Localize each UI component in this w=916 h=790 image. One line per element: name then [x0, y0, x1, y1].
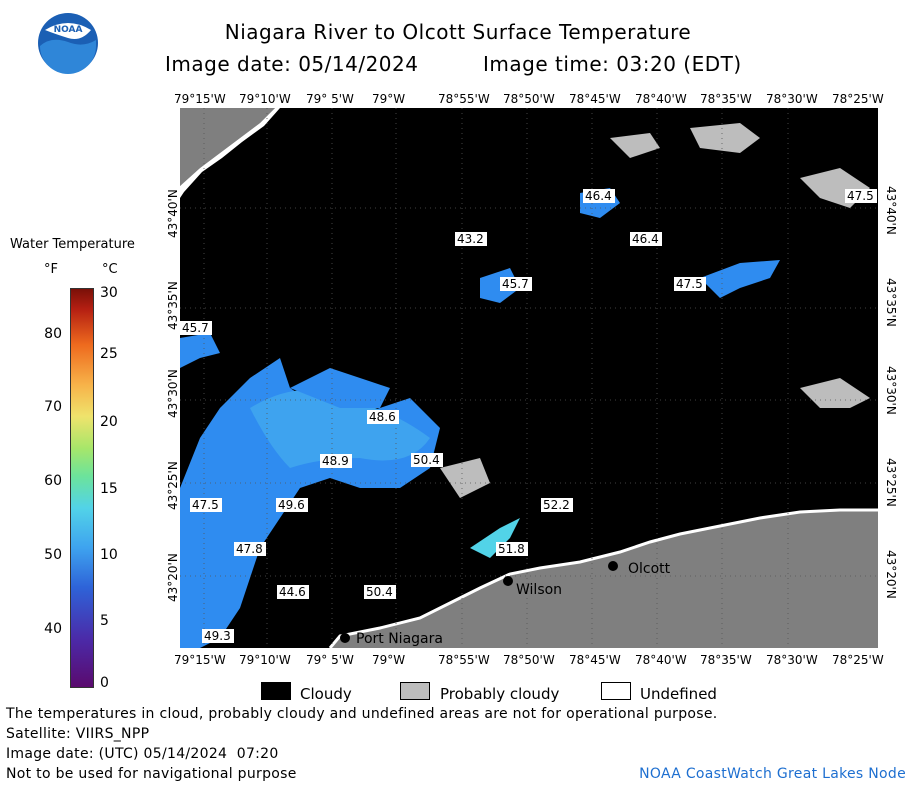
- longitude-tick: 78°50'W: [503, 92, 555, 106]
- longitude-tick: 78°25'W: [832, 92, 884, 106]
- fahrenheit-tick: 40: [44, 621, 62, 637]
- celsius-tick: 5: [100, 613, 109, 629]
- temperature-labels: 46.4 43.2 46.4 45.7 47.5 47.5 45.7 48.6 48.9 50.4…: [180, 189, 877, 643]
- latitude-tick: 43°40'N: [166, 189, 180, 238]
- temperature-label: 47.5: [192, 498, 219, 512]
- latitude-tick: 43°35'N: [884, 278, 898, 327]
- longitude-tick: 79°15'W: [174, 92, 226, 106]
- disclaimer: The temperatures in cloud, probably clou…: [6, 706, 718, 722]
- temperature-label: 49.6: [278, 498, 305, 512]
- place-label: Olcott: [628, 561, 671, 577]
- place-label: Wilson: [516, 582, 562, 598]
- longitude-tick: 78°40'W: [635, 92, 687, 106]
- map-title: Niagara River to Olcott Surface Temperat…: [224, 20, 692, 44]
- cloudy-label: Cloudy: [300, 685, 352, 703]
- land-canada: [180, 108, 275, 186]
- longitude-tick: 78°50'W: [503, 653, 555, 667]
- fahrenheit-tick: 70: [44, 399, 62, 415]
- temperature-label: 50.4: [366, 585, 393, 599]
- utc-date: Image date: (UTC) 05/14/2024 07:20: [6, 746, 279, 762]
- longitude-tick: 79°W: [372, 653, 406, 667]
- celsius-tick: 0: [100, 675, 109, 691]
- latitude-tick: 43°25'N: [884, 458, 898, 507]
- fahrenheit-tick: 50: [44, 547, 62, 563]
- place-labels: Olcott Wilson Port Niagara: [340, 561, 671, 647]
- temperature-label: 46.4: [632, 232, 659, 246]
- longitude-tick: 78°35'W: [700, 92, 752, 106]
- temperature-label: 45.7: [182, 321, 209, 335]
- temperature-label: 49.3: [204, 629, 231, 643]
- latitude-tick: 43°25'N: [166, 461, 180, 510]
- longitude-tick: 79°15'W: [174, 653, 226, 667]
- temperature-label: 43.2: [457, 232, 484, 246]
- temperature-label: 44.6: [279, 585, 306, 599]
- fahrenheit-tick: 80: [44, 326, 62, 342]
- temperature-label: 47.5: [847, 189, 874, 203]
- latitude-tick: 43°30'N: [884, 366, 898, 415]
- temperature-label: 46.4: [585, 189, 612, 203]
- latitude-tick: 43°30'N: [166, 369, 180, 418]
- latitude-tick: 43°20'N: [166, 553, 180, 602]
- longitude-tick: 78°55'W: [438, 92, 490, 106]
- celsius-tick: 30: [100, 285, 118, 301]
- cloudy-swatch: [261, 682, 291, 700]
- place-marker: [340, 633, 350, 643]
- longitude-tick: 78°25'W: [832, 653, 884, 667]
- probably-cloudy-swatch: [400, 682, 430, 700]
- navigation-warning: Not to be used for navigational purpose: [6, 766, 297, 782]
- latitude-tick: 43°40'N: [884, 186, 898, 235]
- celsius-tick: 15: [100, 481, 118, 497]
- unit-celsius: °C: [102, 262, 118, 277]
- place-marker: [608, 561, 618, 571]
- legend-title: Water Temperature: [10, 237, 135, 252]
- undefined-label: Undefined: [640, 685, 717, 703]
- temperature-label: 51.8: [498, 542, 525, 556]
- land-us-shore: [330, 510, 878, 648]
- longitude-tick: 78°35'W: [700, 653, 752, 667]
- credit: NOAA CoastWatch Great Lakes Node: [639, 766, 906, 782]
- place-label: Port Niagara: [356, 631, 443, 647]
- temperature-colorbar: [70, 288, 94, 688]
- place-marker: [503, 576, 513, 586]
- longitude-tick: 78°45'W: [569, 653, 621, 667]
- longitude-tick: 79°W: [372, 92, 406, 106]
- longitude-tick: 78°30'W: [766, 653, 818, 667]
- longitude-tick: 79°10'W: [239, 92, 291, 106]
- noaa-logo-text: NOAA: [54, 25, 83, 35]
- longitude-tick: 78°55'W: [438, 653, 490, 667]
- image-date: Image date: 05/14/2024: [165, 52, 419, 76]
- celsius-tick: 10: [100, 547, 118, 563]
- probably-cloudy-label: Probably cloudy: [440, 685, 560, 703]
- fahrenheit-tick: 60: [44, 473, 62, 489]
- unit-fahrenheit: °F: [44, 262, 58, 277]
- temperature-label: 48.9: [322, 454, 349, 468]
- temperature-label: 47.5: [676, 277, 703, 291]
- longitude-tick: 78°40'W: [635, 653, 687, 667]
- longitude-tick: 78°45'W: [569, 92, 621, 106]
- temperature-label: 52.2: [543, 498, 570, 512]
- temperature-map: 46.4 43.2 46.4 45.7 47.5 47.5 45.7 48.6 48.9 50.4…: [180, 108, 878, 649]
- latitude-tick: 43°20'N: [884, 550, 898, 599]
- celsius-tick: 25: [100, 346, 118, 362]
- longitude-tick: 79°10'W: [239, 653, 291, 667]
- longitude-tick: 78°30'W: [766, 92, 818, 106]
- temperature-label: 50.4: [413, 453, 440, 467]
- temperature-label: 48.6: [369, 410, 396, 424]
- image-time: Image time: 03:20 (EDT): [483, 52, 742, 76]
- latitude-tick: 43°35'N: [166, 281, 180, 330]
- satellite-info: Satellite: VIIRS_NPP: [6, 726, 150, 742]
- longitude-tick: 79° 5'W: [306, 92, 354, 106]
- longitude-tick: 79° 5'W: [306, 653, 354, 667]
- temperature-label: 47.8: [236, 542, 263, 556]
- celsius-tick: 20: [100, 414, 118, 430]
- noaa-logo: NOAA: [37, 12, 99, 74]
- temperature-label: 45.7: [502, 277, 529, 291]
- undefined-swatch: [601, 682, 631, 700]
